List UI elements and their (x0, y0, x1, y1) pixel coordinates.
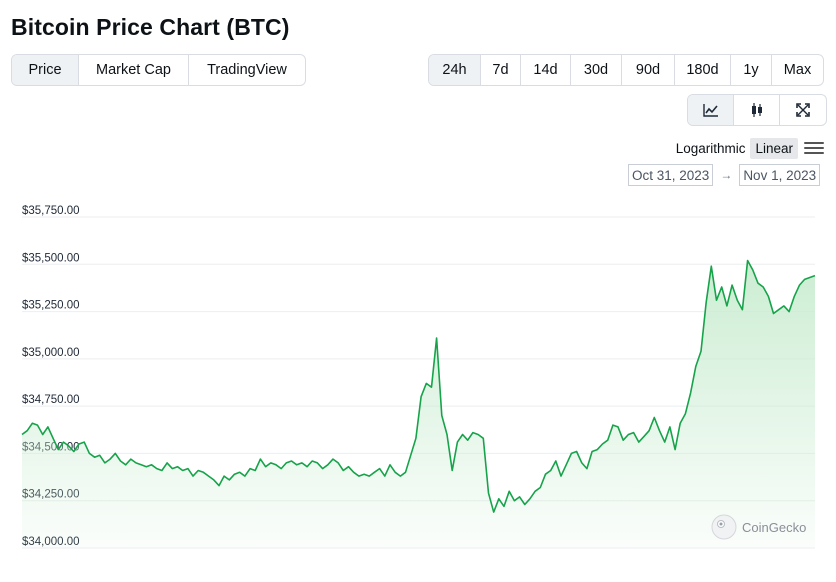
view-tabs: Price Market Cap TradingView (11, 54, 306, 86)
y-tick-label: $34,750.00 (22, 394, 80, 406)
range-7d[interactable]: 7d (481, 55, 521, 85)
range-1y[interactable]: 1y (731, 55, 772, 85)
line-chart-button[interactable] (688, 95, 734, 125)
date-range: Oct 31, 2023 → Nov 1, 2023 (628, 164, 821, 186)
watermark-text: CoinGecko (742, 520, 806, 535)
line-chart-icon (702, 104, 718, 117)
range-14d[interactable]: 14d (521, 55, 571, 85)
date-to-input[interactable]: Nov 1, 2023 (739, 164, 821, 186)
scale-linear[interactable]: Linear (750, 137, 798, 159)
candlestick-icon (751, 103, 762, 117)
range-90d[interactable]: 90d (622, 55, 675, 85)
fullscreen-button[interactable] (780, 95, 826, 125)
coingecko-watermark: CoinGecko (711, 514, 806, 540)
tab-price[interactable]: Price (12, 55, 79, 85)
arrow-right-icon: → (720, 168, 733, 182)
candlestick-button[interactable] (734, 95, 780, 125)
page-title: Bitcoin Price Chart (BTC) (11, 14, 290, 40)
range-tabs: 24h 7d 14d 30d 90d 180d 1y Max (428, 54, 824, 86)
price-line (21, 259, 816, 513)
y-tick-label: $35,000.00 (22, 347, 80, 359)
tab-tradingview[interactable]: TradingView (207, 62, 287, 78)
y-tick-label: $35,250.00 (22, 300, 80, 312)
y-tick-label: $35,500.00 (22, 252, 80, 264)
expand-icon (796, 103, 810, 117)
scale-toggle: Logarithmic Linear (671, 136, 824, 160)
y-tick-label: $35,750.00 (22, 205, 80, 217)
coingecko-logo-icon (711, 514, 737, 540)
tab-market-cap[interactable]: Market Cap (79, 55, 189, 85)
price-area (22, 260, 815, 548)
menu-icon[interactable] (804, 138, 824, 158)
range-30d[interactable]: 30d (571, 55, 622, 85)
range-max[interactable]: Max (783, 62, 812, 78)
chart-type-tabs (687, 94, 827, 126)
date-from-input[interactable]: Oct 31, 2023 (628, 164, 714, 186)
range-180d[interactable]: 180d (675, 55, 731, 85)
scale-logarithmic[interactable]: Logarithmic (675, 140, 746, 156)
range-24h[interactable]: 24h (429, 55, 481, 85)
